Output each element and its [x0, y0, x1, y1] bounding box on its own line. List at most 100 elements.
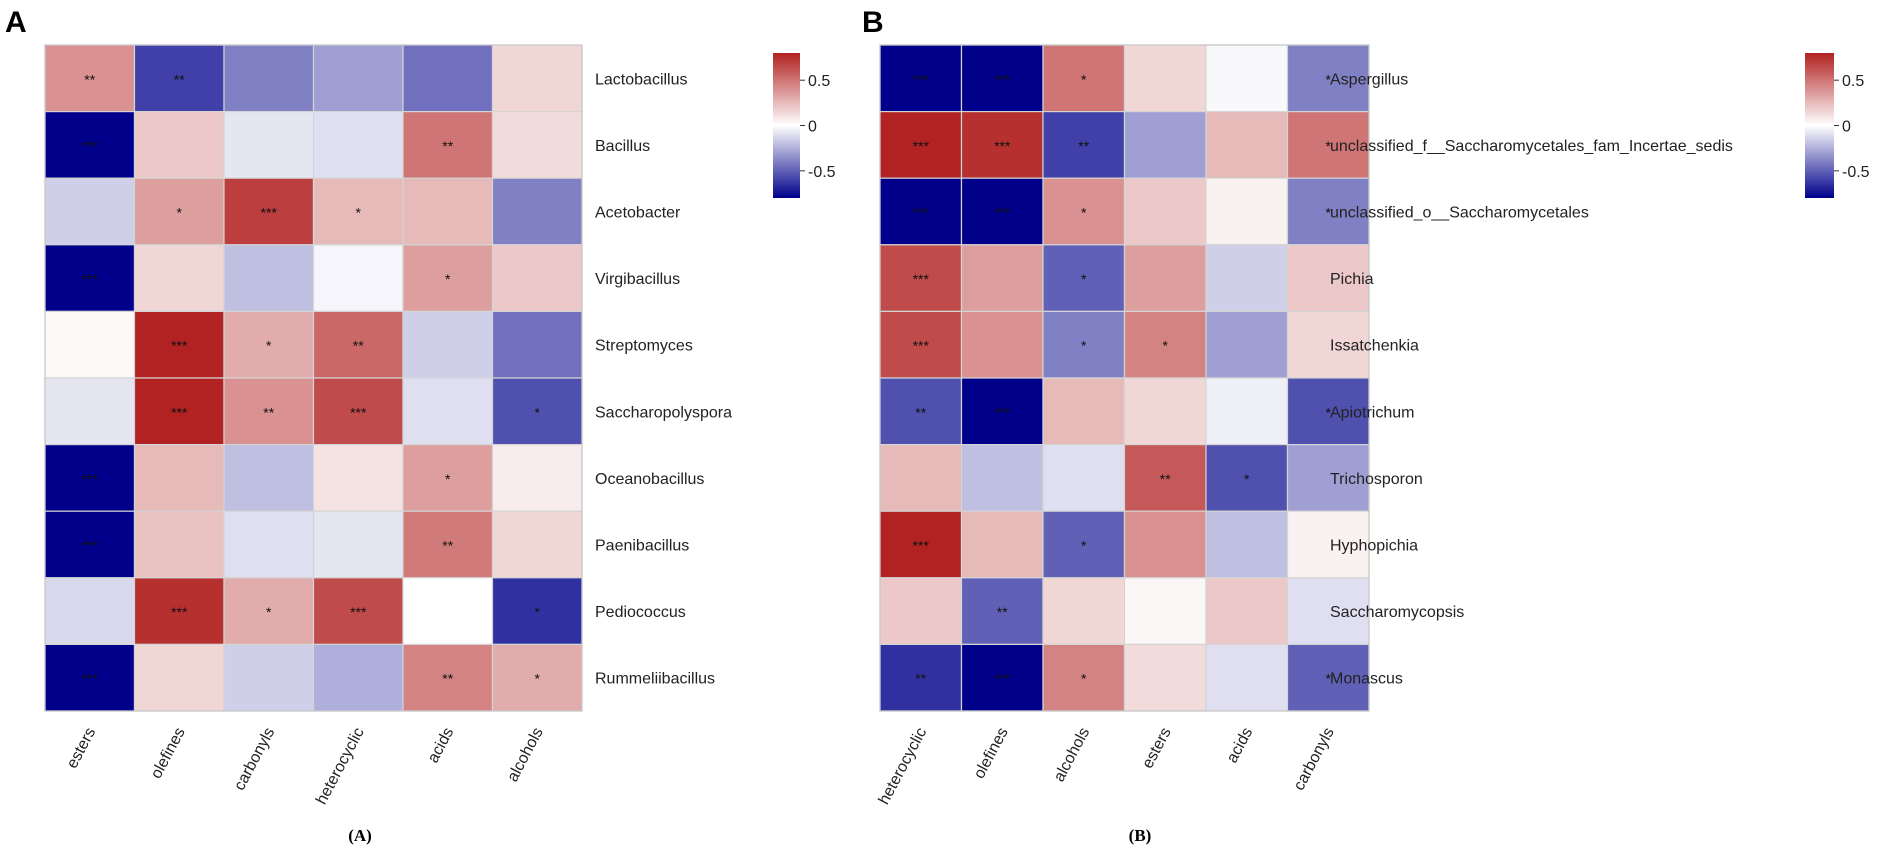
column-label: acids — [425, 725, 458, 766]
heatmap-cell — [491, 110, 583, 179]
colorbar-gradient — [773, 53, 800, 198]
heatmap-cell — [1286, 510, 1370, 579]
heatmap-cell — [879, 377, 963, 446]
heatmap-cell — [312, 444, 404, 512]
heatmap-cell — [491, 510, 583, 579]
heatmap-cell — [402, 44, 494, 113]
heatmap-cell — [223, 44, 315, 113]
significance-label: *** — [994, 404, 1011, 420]
column-label: alcohols — [1051, 725, 1094, 785]
heatmap-cell — [1205, 510, 1289, 579]
heatmap-cell — [960, 244, 1044, 313]
heatmap-cell — [491, 44, 583, 113]
significance-label: * — [445, 271, 451, 287]
heatmap-cell — [1042, 177, 1126, 246]
heatmap-cell — [491, 444, 583, 512]
row-label: Oceanobacillus — [595, 471, 704, 488]
colorbar-tick-label: 0.5 — [808, 73, 830, 90]
heatmap-cell — [1286, 110, 1370, 179]
column-label: heterocyclic — [313, 725, 368, 808]
significance-label: ** — [915, 404, 926, 420]
heatmap-cell — [1123, 110, 1207, 179]
heatmap-cell — [312, 110, 404, 179]
heatmap-cell — [312, 643, 404, 712]
significance-label: *** — [994, 71, 1011, 87]
heatmap-cell — [1042, 510, 1126, 579]
heatmap-cell — [1286, 577, 1370, 645]
colorbar-tick-label: -0.5 — [1842, 164, 1870, 181]
colorbar-gradient — [1805, 53, 1834, 198]
significance-label: * — [1326, 205, 1332, 221]
colorbar: 0.5 0 -0.5 — [1805, 53, 1870, 198]
significance-label: *** — [913, 271, 930, 287]
column-label: esters — [1139, 725, 1174, 771]
significance-label: *** — [913, 138, 930, 154]
significance-label: * — [1244, 471, 1250, 487]
heatmap-border — [879, 44, 1370, 712]
heatmap-cell — [133, 244, 225, 313]
heatmap-cell — [312, 44, 404, 113]
significance-label: * — [266, 338, 272, 354]
significance-label: *** — [261, 205, 278, 221]
heatmap-cell — [1205, 244, 1289, 313]
heatmap-cell — [402, 310, 494, 379]
heatmap-cell — [1042, 377, 1126, 446]
colorbar-tick-label: -0.5 — [808, 164, 836, 181]
heatmap-cell — [960, 577, 1044, 645]
heatmap-cell — [44, 510, 136, 579]
heatmap-cell — [1123, 377, 1207, 446]
significance-label: *** — [171, 404, 188, 420]
heatmap-cell — [960, 444, 1044, 512]
heatmap-cell — [1286, 177, 1370, 246]
heatmap-cell — [223, 244, 315, 313]
significance-label: *** — [994, 205, 1011, 221]
significance-label: * — [1081, 671, 1087, 687]
panel-caption: (B) — [1129, 826, 1152, 845]
heatmap-cell — [402, 577, 494, 645]
heatmap-cell — [960, 643, 1044, 712]
heatmap-cell — [402, 444, 494, 512]
heatmap-cell — [491, 643, 583, 712]
significance-label: ** — [353, 338, 364, 354]
heatmap-cell — [1042, 643, 1126, 712]
colorbar-tick-label: 0 — [1842, 119, 1851, 136]
heatmap-cell — [312, 510, 404, 579]
colorbar: 0.5 0 -0.5 — [773, 53, 836, 198]
significance-label: *** — [171, 604, 188, 620]
colorbar-tick-label: 0 — [808, 119, 817, 136]
heatmap-cell — [402, 177, 494, 246]
significance-label: ** — [442, 671, 453, 687]
significance-label: *** — [82, 671, 99, 687]
heatmap-cell — [402, 110, 494, 179]
significance-label: *** — [350, 604, 367, 620]
heatmap-cell — [44, 177, 136, 246]
significance-label: * — [1081, 271, 1087, 287]
heatmap-cell — [1286, 444, 1370, 512]
significance-label: * — [177, 205, 183, 221]
significance-label: * — [535, 671, 541, 687]
significance-label: ** — [1078, 138, 1089, 154]
significance-label: ** — [1160, 471, 1171, 487]
significance-label: * — [1326, 404, 1332, 420]
heatmap-cell — [44, 110, 136, 179]
row-label: Trichosporon — [1330, 471, 1423, 488]
column-label: esters — [64, 725, 99, 771]
significance-label: *** — [350, 404, 367, 420]
panel-letter: B — [862, 6, 884, 39]
heatmap-cell — [402, 510, 494, 579]
heatmap-panel-b: B*** *** * **** *** ** **** *** * **** **** * *** ***… — [862, 6, 1870, 845]
column-label: acids — [1224, 725, 1257, 766]
heatmap-cell — [402, 377, 494, 446]
significance-label: *** — [994, 138, 1011, 154]
heatmap-cell — [491, 244, 583, 313]
heatmap-cell — [960, 310, 1044, 379]
heatmap-cell — [312, 310, 404, 379]
significance-label: * — [1081, 538, 1087, 554]
significance-label: *** — [913, 71, 930, 87]
column-label: carbonyls — [231, 725, 278, 793]
row-label: Virgibacillus — [595, 271, 680, 288]
row-label: Rummeliibacillus — [595, 671, 715, 688]
column-label: heterocyclic — [876, 725, 931, 808]
column-label: alcohols — [504, 725, 547, 785]
significance-label: ** — [442, 538, 453, 554]
